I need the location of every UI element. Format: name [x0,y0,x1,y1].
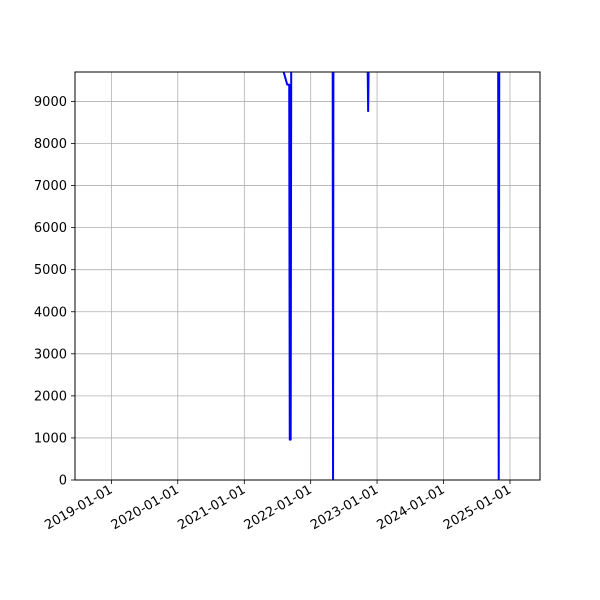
y-tick-label: 7000 [34,179,67,194]
y-tick-label: 3000 [34,347,67,362]
series-line-0 [282,72,501,480]
y-axis: 0 1000 2000 3000 4000 5000 6000 7000 8000 9000 [34,95,75,489]
y-tick-label: 4000 [34,305,67,320]
y-tick-label: 0 [59,474,67,489]
plot-frame [74,71,541,481]
y-tick-label: 8000 [34,137,67,152]
y-tick-label: 6000 [34,221,67,236]
series-layer [282,72,501,480]
grid [75,72,540,481]
y-tick-label: 9000 [34,95,67,110]
y-tick-label: 2000 [34,389,67,404]
y-tick-label: 5000 [34,263,67,278]
y-tick-label: 1000 [34,431,67,446]
